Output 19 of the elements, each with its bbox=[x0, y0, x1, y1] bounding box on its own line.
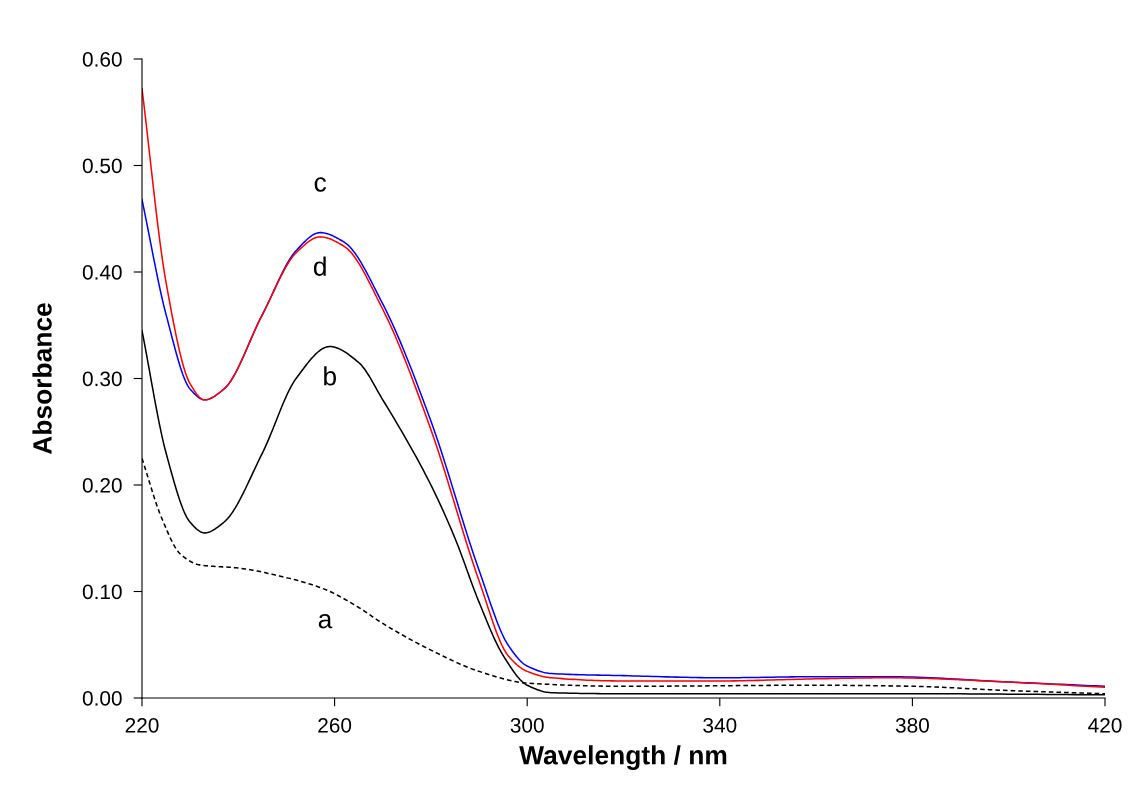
x-tick-label: 260 bbox=[318, 717, 352, 733]
x-axis-title: Wavelength / nm bbox=[519, 745, 727, 770]
x-tick-label: 220 bbox=[125, 717, 159, 733]
x-tick-label: 300 bbox=[510, 717, 544, 733]
y-tick-label: 0.00 bbox=[82, 691, 122, 706]
x-tick-label: 340 bbox=[703, 717, 737, 733]
y-tick-label: 0.40 bbox=[82, 265, 122, 280]
series-label: b bbox=[324, 366, 337, 386]
y-tick-label: 0.30 bbox=[82, 371, 122, 387]
y-tick-label: 0.10 bbox=[82, 584, 122, 600]
y-tick-label: 0.20 bbox=[82, 478, 122, 493]
y-tick-label: 0.60 bbox=[82, 52, 122, 67]
y-tick-label: 0.50 bbox=[82, 158, 122, 174]
y-axis-title: Absorbance bbox=[32, 303, 52, 455]
x-tick-label: 420 bbox=[1088, 717, 1122, 733]
series-label: a bbox=[318, 613, 333, 629]
series-label: c bbox=[314, 177, 327, 192]
series-label: d bbox=[313, 256, 326, 276]
x-tick-label: 380 bbox=[895, 717, 929, 733]
